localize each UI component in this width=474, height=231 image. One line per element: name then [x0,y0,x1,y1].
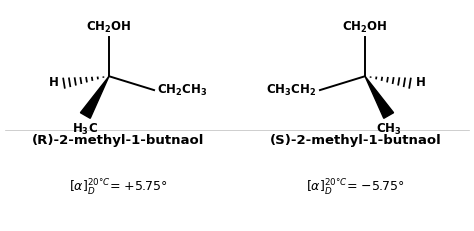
Text: $\mathdefault{CH_2CH_3}$: $\mathdefault{CH_2CH_3}$ [157,82,208,98]
Text: $[\alpha]_D^{20°C}$= −5.75°: $[\alpha]_D^{20°C}$= −5.75° [306,178,405,198]
Text: H: H [416,76,426,89]
Text: (S)-2-methyl-1-butnaol: (S)-2-methyl-1-butnaol [270,134,441,147]
Text: $\mathdefault{CH_2OH}$: $\mathdefault{CH_2OH}$ [342,20,388,35]
Text: H: H [48,76,58,89]
Text: $\mathdefault{CH_3}$: $\mathdefault{CH_3}$ [376,122,401,137]
Text: (R)-2-methyl-1-butnaol: (R)-2-methyl-1-butnaol [32,134,205,147]
Polygon shape [365,76,393,118]
Text: $\mathdefault{CH_3CH_2}$: $\mathdefault{CH_3CH_2}$ [266,82,317,98]
Text: $\mathdefault{CH_2OH}$: $\mathdefault{CH_2OH}$ [86,20,132,35]
Text: $[\alpha]_D^{20°C}$= +5.75°: $[\alpha]_D^{20°C}$= +5.75° [69,178,168,198]
Text: $\mathdefault{H_3C}$: $\mathdefault{H_3C}$ [73,122,98,137]
Polygon shape [81,76,109,118]
